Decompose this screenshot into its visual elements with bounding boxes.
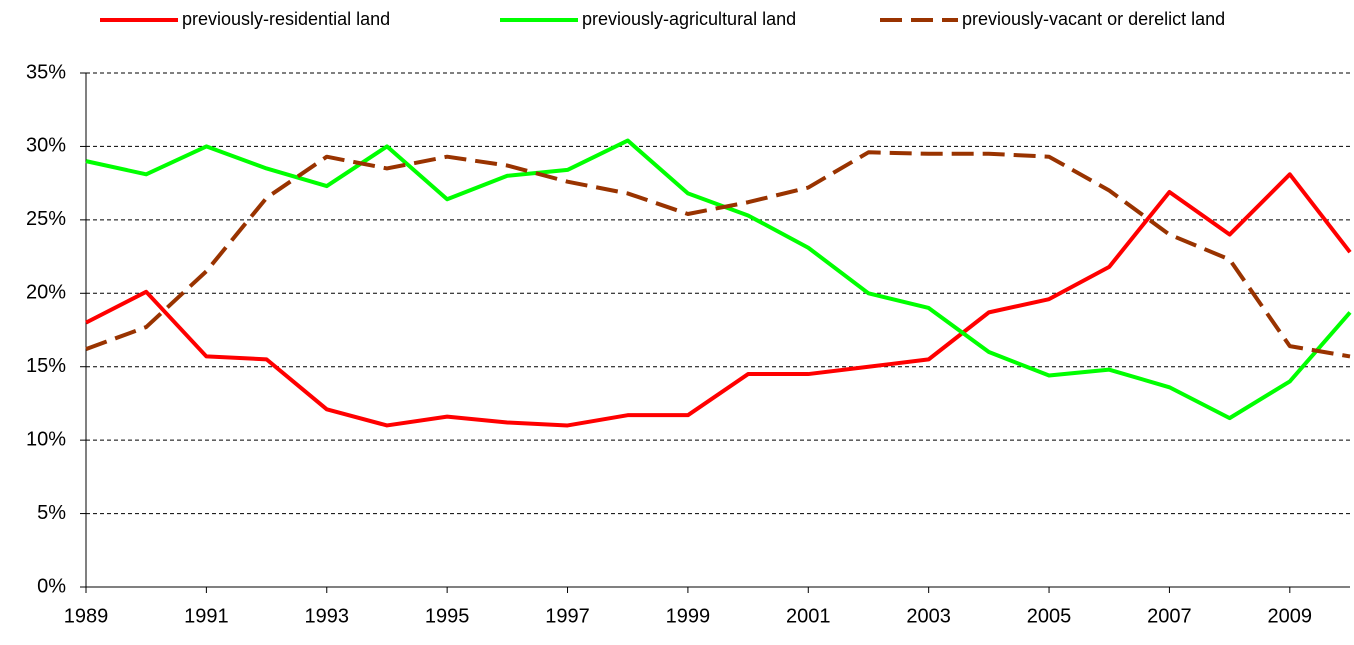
x-tick-label: 1989 bbox=[64, 605, 109, 627]
y-tick-label: 15% bbox=[26, 355, 66, 377]
x-tick-label: 2005 bbox=[1027, 605, 1072, 627]
series-line bbox=[85, 172, 1352, 428]
y-tick-label: 10% bbox=[26, 428, 66, 450]
x-tick-label: 1993 bbox=[305, 605, 350, 627]
y-tick-label: 25% bbox=[26, 208, 66, 230]
x-tick-label: 1991 bbox=[184, 605, 229, 627]
x-tick-label: 2003 bbox=[906, 605, 951, 627]
x-tick-label: 1997 bbox=[545, 605, 590, 627]
x-tick-label: 2007 bbox=[1147, 605, 1192, 627]
legend-label: previously-residential land bbox=[182, 9, 390, 29]
y-tick-label: 35% bbox=[26, 61, 66, 83]
legend-label: previously-vacant or derelict land bbox=[962, 9, 1225, 29]
y-tick-label: 30% bbox=[26, 135, 66, 157]
x-tick-label: 2009 bbox=[1268, 605, 1313, 627]
x-tick-label: 1999 bbox=[666, 605, 711, 627]
legend-label: previously-agricultural land bbox=[582, 9, 796, 29]
y-tick-label: 5% bbox=[37, 502, 66, 524]
series-line bbox=[85, 150, 1351, 359]
y-tick-label: 0% bbox=[37, 575, 66, 597]
series-line bbox=[85, 138, 1352, 421]
x-tick-label: 2001 bbox=[786, 605, 831, 627]
x-tick-label: 1995 bbox=[425, 605, 470, 627]
y-tick-label: 20% bbox=[26, 282, 66, 304]
